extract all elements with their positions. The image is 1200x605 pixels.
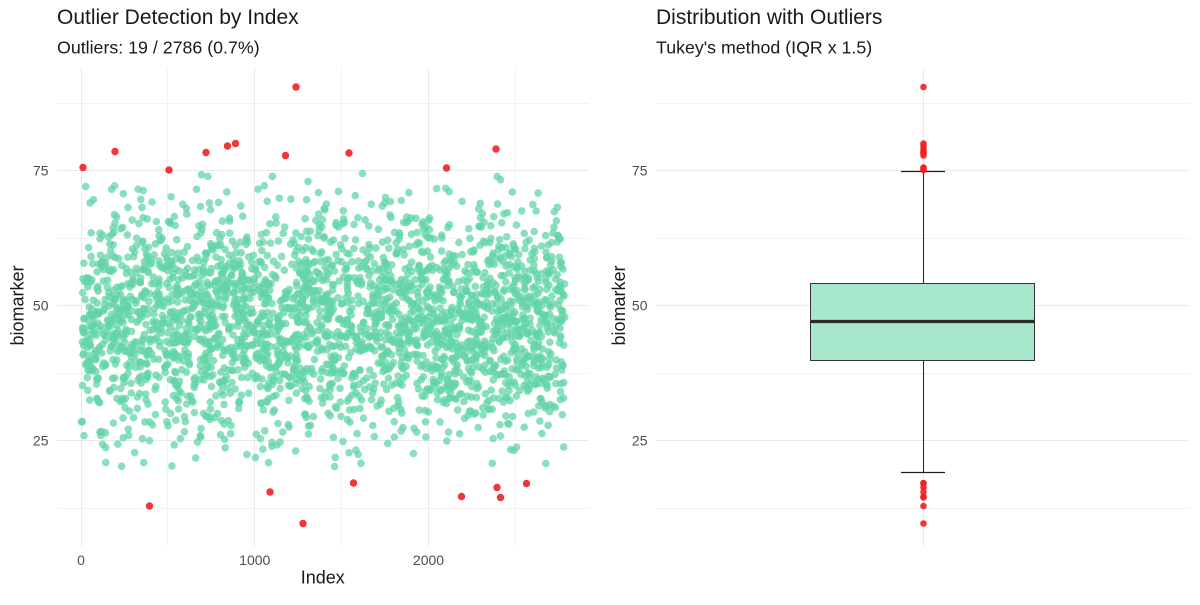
svg-text:Tukey's method (IQR x 1.5): Tukey's method (IQR x 1.5) — [656, 38, 872, 58]
svg-text:75: 75 — [632, 163, 648, 179]
svg-text:50: 50 — [632, 298, 648, 314]
svg-text:25: 25 — [632, 433, 648, 449]
svg-text:25: 25 — [33, 433, 49, 449]
svg-text:Index: Index — [301, 568, 345, 588]
svg-text:1000: 1000 — [239, 552, 270, 568]
svg-text:0: 0 — [77, 552, 85, 568]
svg-text:Outlier Detection by Index: Outlier Detection by Index — [57, 6, 299, 29]
svg-text:Outliers: 19 / 2786 (0.7%): Outliers: 19 / 2786 (0.7%) — [57, 38, 260, 58]
svg-text:biomarker: biomarker — [609, 265, 629, 345]
svg-text:Distribution with Outliers: Distribution with Outliers — [656, 6, 882, 29]
svg-text:biomarker: biomarker — [8, 265, 28, 345]
svg-text:2000: 2000 — [413, 552, 444, 568]
svg-text:75: 75 — [33, 163, 49, 179]
svg-text:50: 50 — [33, 298, 49, 314]
